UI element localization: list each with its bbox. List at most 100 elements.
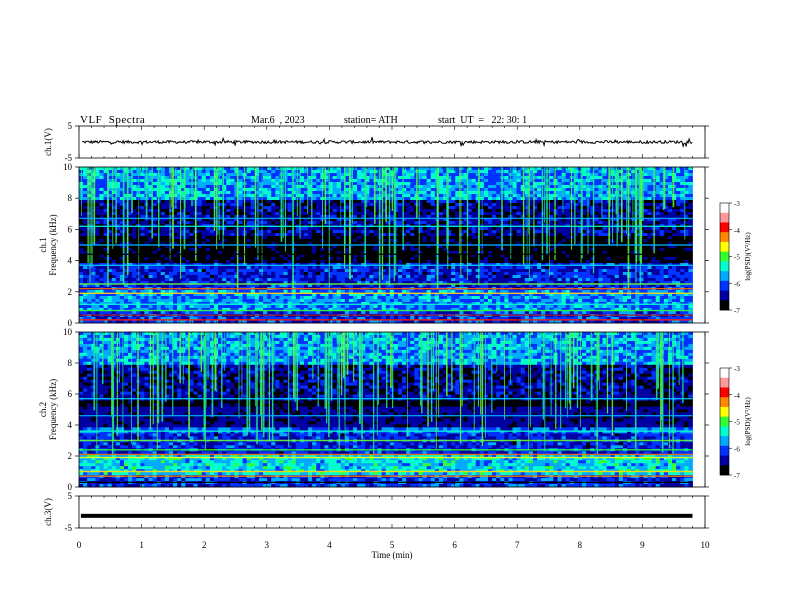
spectrogram-cell — [239, 167, 243, 170]
spectrogram-cell — [271, 230, 275, 233]
spectrogram-cell — [202, 173, 206, 176]
spectrogram-cell — [210, 227, 214, 230]
spectrogram-cell — [247, 230, 251, 233]
spectrogram-cell — [230, 305, 234, 308]
spectrogram-cell — [288, 296, 292, 299]
spectrogram-cell — [316, 305, 320, 308]
spectrogram-cell — [189, 236, 193, 239]
spectrogram-cell — [312, 206, 316, 209]
spectrogram-cell — [83, 203, 87, 206]
spectrogram-cell — [218, 170, 222, 173]
spectrogram-cell — [267, 248, 271, 251]
spectrogram-cell — [353, 227, 357, 230]
spectrogram-cell — [157, 269, 161, 272]
spectrogram-cell — [263, 209, 267, 212]
spectrogram-cell — [140, 221, 144, 224]
spectrogram-cell — [140, 311, 144, 314]
spectrogram-cell — [198, 221, 202, 224]
spectrogram-cell — [194, 269, 198, 272]
spectrogram-cell — [173, 305, 177, 308]
spectrogram-cell — [99, 260, 103, 263]
spectrogram-cell — [300, 239, 304, 242]
spectrogram-cell — [198, 227, 202, 230]
spectrogram-cell — [79, 266, 83, 269]
spectrogram-cell — [132, 311, 136, 314]
spectrogram-cell — [275, 305, 279, 308]
spectrogram-cell — [312, 194, 316, 197]
spectrogram-cell — [83, 257, 87, 260]
spectrogram-cell — [288, 239, 292, 242]
spectrogram-cell — [185, 179, 189, 182]
spectrogram-cell — [165, 176, 169, 179]
spectrogram-cell — [300, 305, 304, 308]
spectrogram-cell — [275, 248, 279, 251]
spectrogram-cell — [198, 188, 202, 191]
spectrogram-cell — [324, 236, 328, 239]
spectrogram-cell — [263, 269, 267, 272]
spectrogram-cell — [144, 221, 148, 224]
spectrogram-cell — [271, 311, 275, 314]
spectrogram-cell — [259, 230, 263, 233]
spectrogram-cell — [149, 239, 153, 242]
spectrogram-cell — [230, 170, 234, 173]
spectrogram-cell — [181, 296, 185, 299]
spectrogram-cell — [267, 200, 271, 203]
spectrogram-cell — [300, 299, 304, 302]
spectrogram-cell — [328, 296, 332, 299]
spectrogram-cell — [263, 197, 267, 200]
spectrogram-cell — [239, 200, 243, 203]
spectrogram-cell — [316, 194, 320, 197]
spectrogram-cell — [288, 278, 292, 281]
spectrogram-cell — [251, 170, 255, 173]
spectrogram-cell — [189, 296, 193, 299]
spectrogram-cell — [95, 230, 99, 233]
spectrogram-cell — [234, 311, 238, 314]
spectrogram-cell — [251, 305, 255, 308]
spectrogram-cell — [185, 272, 189, 275]
spectrogram-cell — [353, 260, 357, 263]
spectrogram-cell — [353, 221, 357, 224]
spectrogram-cell — [214, 311, 218, 314]
spectrogram-cell — [161, 275, 165, 278]
spectrogram-cell — [95, 275, 99, 278]
spectrogram-cell — [165, 275, 169, 278]
spectrogram-cell — [345, 305, 349, 308]
spectrogram-cell — [316, 182, 320, 185]
spectrogram-cell — [140, 182, 144, 185]
spectrogram-cell — [239, 266, 243, 269]
spectrogram-cell — [239, 311, 243, 314]
spectrogram-cell — [300, 260, 304, 263]
spectrogram-cell — [112, 272, 116, 275]
spectrogram-cell — [185, 296, 189, 299]
spectrogram-cell — [304, 311, 308, 314]
spectrogram-cell — [132, 233, 136, 236]
spectrogram-cell — [230, 182, 234, 185]
spectrogram-cell — [247, 275, 251, 278]
spectrogram-cell — [95, 209, 99, 212]
spectrogram-cell — [206, 197, 210, 200]
spectrogram-cell — [99, 188, 103, 191]
spectrogram-cell — [320, 296, 324, 299]
spectrogram-cell — [251, 194, 255, 197]
spectrogram-cell — [99, 230, 103, 233]
spectrogram-cell — [271, 275, 275, 278]
spectrogram-cell — [140, 299, 144, 302]
spectrogram-cell — [333, 272, 337, 275]
spectrogram-cell — [263, 173, 267, 176]
spectrogram-cell — [165, 179, 169, 182]
spectrogram-cell — [320, 299, 324, 302]
spectrogram-cell — [206, 206, 210, 209]
spectrogram-cell — [206, 221, 210, 224]
spectrogram-cell — [124, 278, 128, 281]
spectrogram-cell — [324, 230, 328, 233]
spectrogram-cell — [95, 311, 99, 314]
spectrogram-cell — [230, 179, 234, 182]
spectrogram-cell — [275, 176, 279, 179]
spectrogram-cell — [239, 221, 243, 224]
spectrogram-cell — [361, 272, 365, 275]
spectrogram-cell — [185, 266, 189, 269]
spectrogram-cell — [202, 299, 206, 302]
spectrogram-cell — [83, 197, 87, 200]
spectrogram-cell — [316, 197, 320, 200]
spectrogram-cell — [324, 275, 328, 278]
